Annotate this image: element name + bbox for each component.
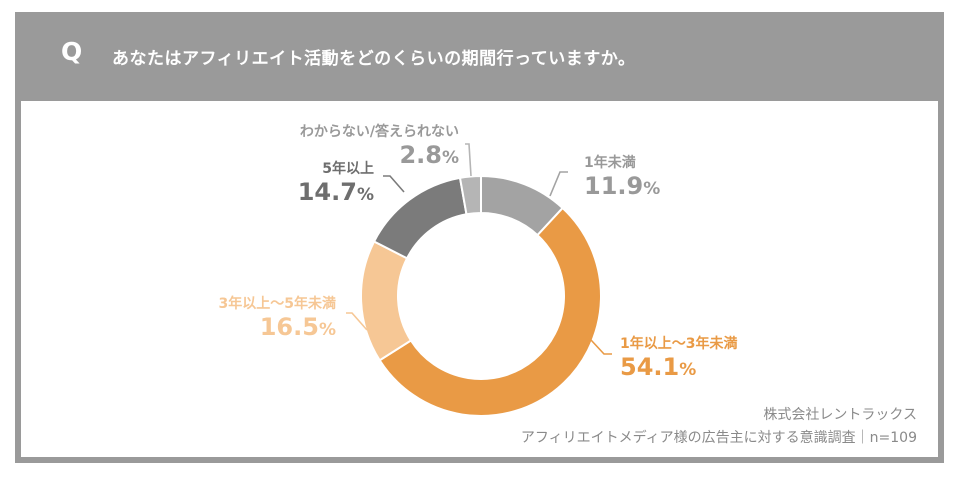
label-over-5y: 5年以上 14.7% (298, 158, 374, 206)
percent-unit: % (318, 320, 336, 340)
label-3y-5y-value: 16.5% (219, 313, 336, 341)
q-mark: Q (61, 37, 83, 66)
question-title: あなたはアフィリエイト活動をどのくらいの期間行っていますか。 (112, 49, 636, 69)
percent-unit: % (679, 360, 697, 380)
value-text: 14.7 (297, 178, 357, 206)
donut-slice-2 (360, 240, 413, 362)
label-under-1y-category: 1年未満 (584, 155, 636, 171)
value-text: 11.9 (584, 172, 644, 200)
leader-line-2 (346, 312, 368, 331)
donut-slice-1 (378, 206, 602, 417)
label-unknown-category: わからない/答えられない (299, 124, 459, 140)
source-survey: アフィリエイトメディア様の広告主に対する意識調査｜n=109 (520, 430, 917, 446)
label-3y-5y-category: 3年以上～5年未満 (218, 296, 336, 312)
label-under-1y-value: 11.9% (584, 172, 660, 200)
label-over-5y-value: 14.7% (298, 178, 374, 206)
leader-line-1 (590, 339, 612, 355)
leader-line-4 (465, 143, 472, 177)
label-1y-3y-category: 1年以上～3年未満 (620, 336, 738, 352)
source-company: 株式会社レントラックス (763, 407, 917, 423)
label-1y-3y-value: 54.1% (620, 353, 737, 381)
percent-unit: % (643, 179, 661, 199)
percent-unit: % (441, 148, 459, 168)
label-1y-3y: 1年以上～3年未満 54.1% (620, 333, 737, 381)
value-text: 54.1 (620, 353, 680, 381)
label-unknown: わからない/答えられない 2.8% (300, 121, 459, 169)
percent-unit: % (356, 185, 374, 205)
label-3y-5y: 3年以上～5年未満 16.5% (219, 293, 336, 341)
value-text: 16.5 (259, 313, 319, 341)
value-text: 2.8 (399, 141, 442, 169)
leader-line-0 (549, 171, 568, 197)
label-under-1y: 1年未満 11.9% (584, 152, 660, 200)
label-unknown-value: 2.8% (300, 141, 459, 169)
label-over-5y-category: 5年以上 (322, 161, 374, 177)
donut-slice-4 (458, 174, 482, 216)
donut-slice-3 (372, 176, 468, 260)
leader-line-3 (383, 175, 405, 193)
